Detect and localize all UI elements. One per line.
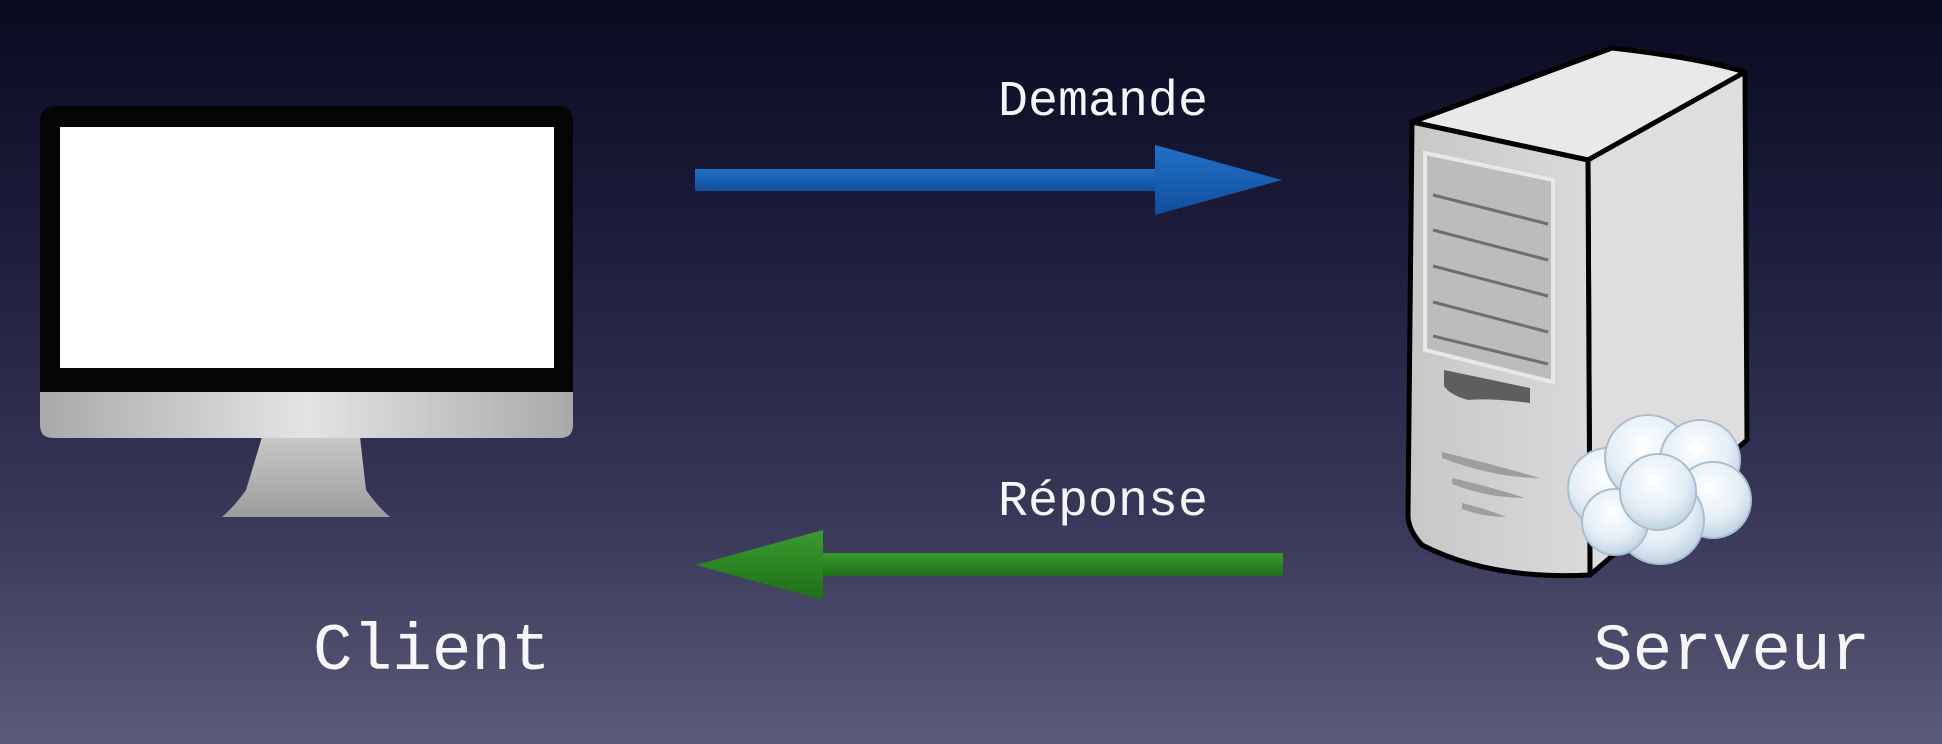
monitor-chin [40,392,573,438]
drive-bay-lines [1432,193,1549,366]
desktop-monitor-icon [40,106,573,517]
response-arrow [696,530,1283,600]
server-vents [1442,452,1540,517]
monitor-stand [222,437,390,517]
cloud-icon [1567,414,1752,565]
request-label: Demande [998,74,1209,131]
client-label: Client [313,614,551,689]
monitor-screen [60,127,554,368]
request-arrow [695,145,1282,215]
response-label: Réponse [998,474,1209,531]
server-label: Serveur [1593,614,1871,689]
optical-drive [1444,370,1530,403]
